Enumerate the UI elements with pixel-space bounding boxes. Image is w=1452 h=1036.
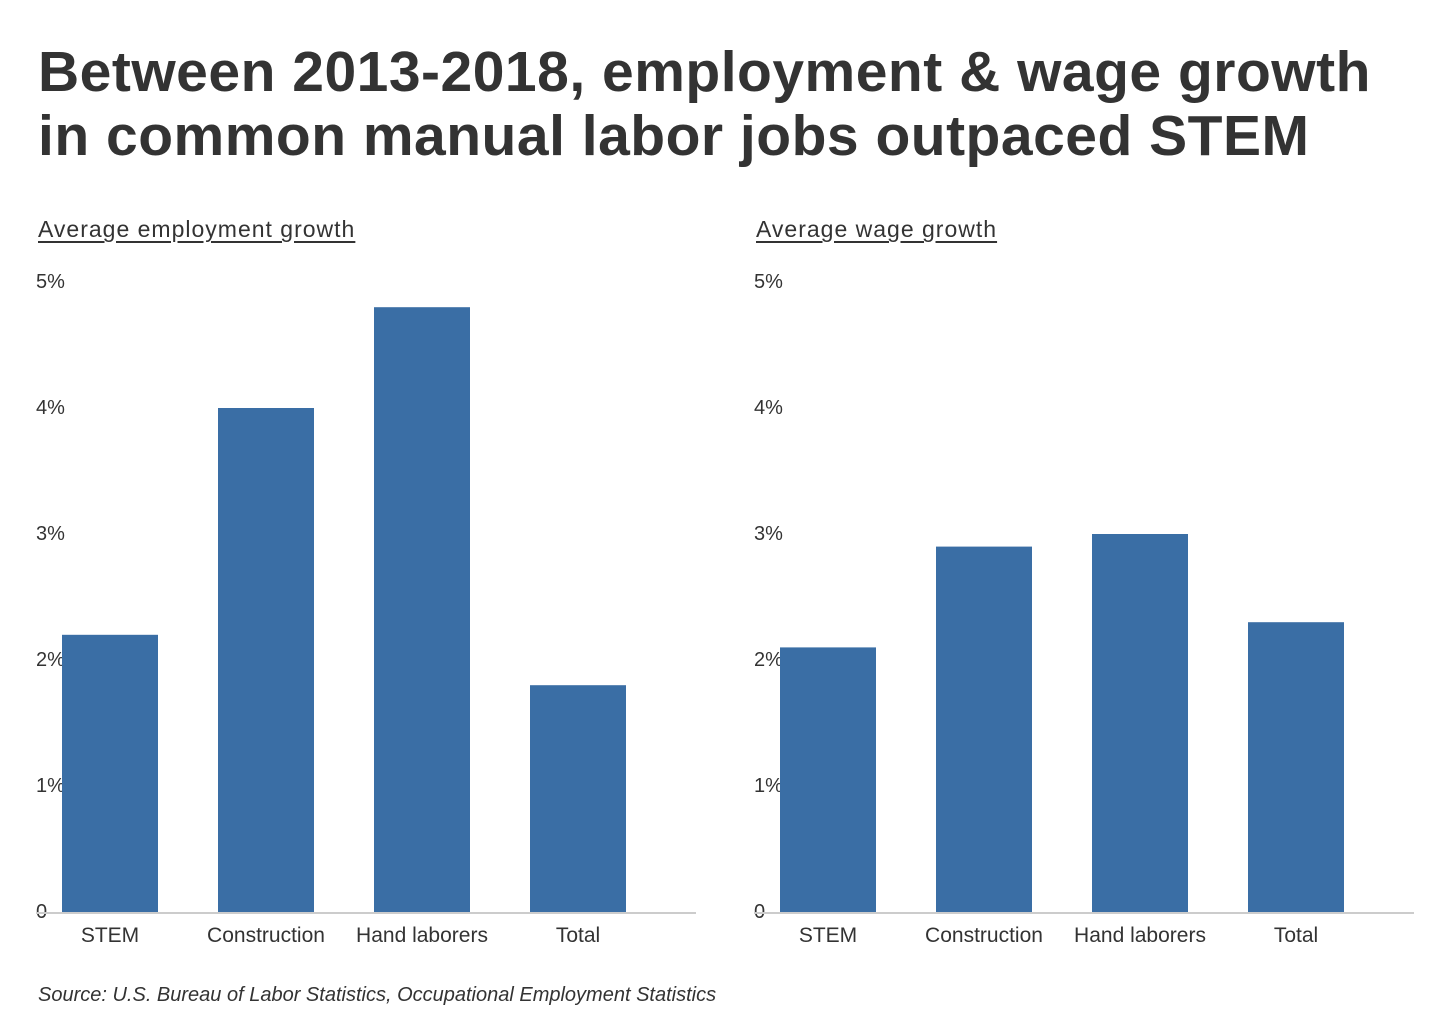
bar-construction [218,408,314,912]
y-tick-label: 4% [754,397,783,419]
y-tick-label: 2% [754,649,783,671]
chart-title-employment: Average employment growth [38,216,356,242]
x-tick-label: Construction [925,924,1043,947]
x-tick-label: Construction [207,924,325,947]
y-tick-label: 4% [36,397,65,419]
bar-hand-laborers [374,307,470,912]
x-tick-label: Hand laborers [1074,924,1206,947]
x-tick-label: Hand laborers [356,924,488,947]
source-note: Source: U.S. Bureau of Labor Statistics,… [38,984,717,1006]
chart-title-wage: Average wage growth [756,216,998,242]
y-tick-label: 1% [36,775,65,797]
y-tick-label: 1% [754,775,783,797]
bar-hand-laborers [1092,534,1188,912]
bar-total [530,685,626,912]
y-tick-label: 5% [754,271,783,293]
bar-construction [936,546,1032,912]
bar-total [1248,622,1344,912]
y-tick-label: 5% [36,271,65,293]
bar-stem [780,647,876,912]
page-title: Between 2013-2018, employment & wage gro… [38,40,1371,168]
y-tick-label: 3% [36,523,65,545]
x-tick-label: Total [1274,924,1318,947]
bar-stem [62,634,158,912]
y-tick-label: 2% [36,649,65,671]
x-tick-label: STEM [81,924,139,947]
x-tick-label: Total [556,924,600,947]
x-tick-label: STEM [799,924,857,947]
y-tick-label: 3% [754,523,783,545]
